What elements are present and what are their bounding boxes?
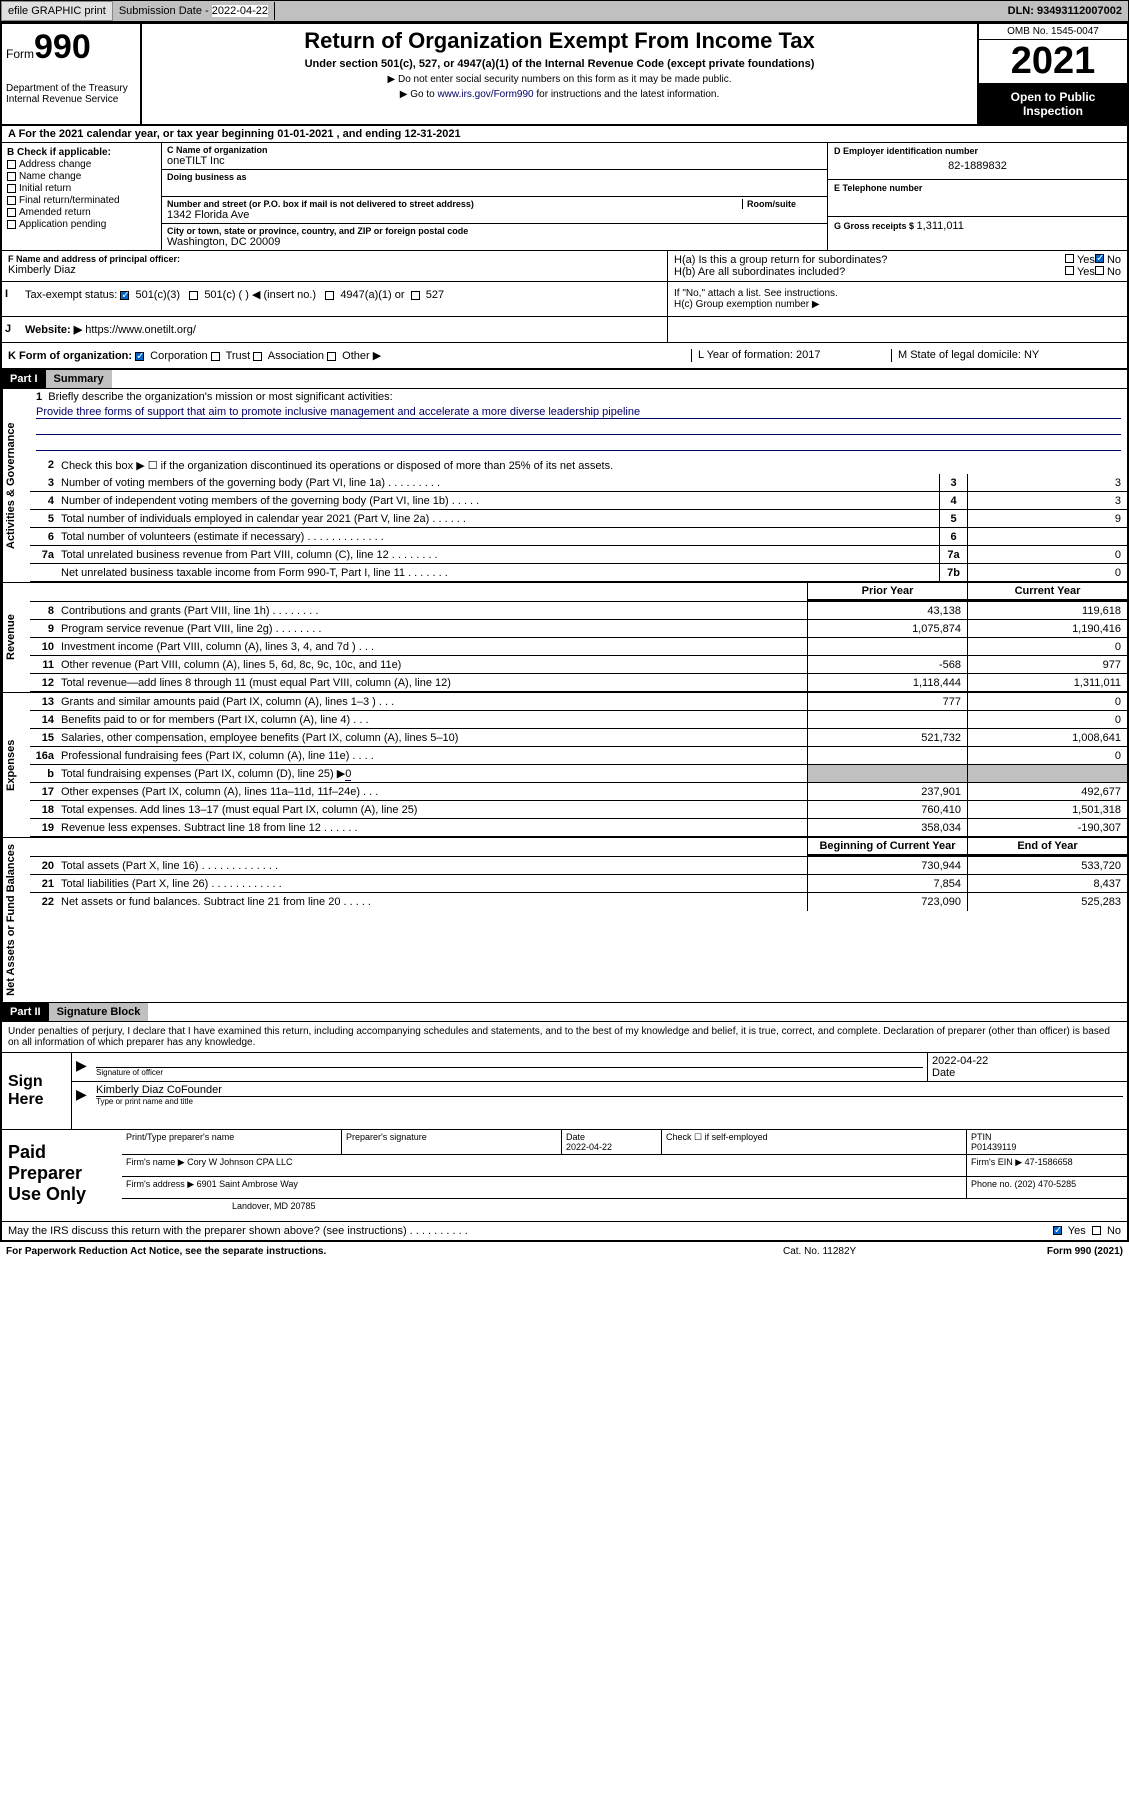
firm-name: Cory W Johnson CPA LLC bbox=[187, 1157, 292, 1167]
tax-year-line: A For the 2021 calendar year, or tax yea… bbox=[2, 126, 1127, 143]
form-title: Return of Organization Exempt From Incom… bbox=[152, 28, 967, 54]
row-i: I Tax-exempt status: 501(c)(3) 501(c) ( … bbox=[2, 282, 1127, 317]
chk-discuss-yes[interactable] bbox=[1053, 1226, 1062, 1235]
sign-here: Sign Here ▶ Signature of officer 2022-04… bbox=[2, 1052, 1127, 1129]
form-note-2: ▶ Go to www.irs.gov/Form990 for instruct… bbox=[152, 89, 967, 100]
chk-hb-yes[interactable] bbox=[1065, 266, 1074, 275]
row-f-h: F Name and address of principal officer:… bbox=[2, 251, 1127, 282]
chk-527[interactable] bbox=[411, 291, 420, 300]
chk-assoc[interactable] bbox=[253, 352, 262, 361]
chk-ha-no[interactable] bbox=[1095, 254, 1104, 263]
form-id-box: Form990 Department of the Treasury Inter… bbox=[2, 24, 142, 124]
chk-501c[interactable] bbox=[189, 291, 198, 300]
efile-print[interactable]: efile GRAPHIC print bbox=[1, 1, 113, 21]
discuss-with-preparer: May the IRS discuss this return with the… bbox=[2, 1221, 1127, 1240]
col-b-checkboxes: B Check if applicable: Address change Na… bbox=[2, 143, 162, 250]
activities-governance: Activities & Governance 1 Briefly descri… bbox=[2, 389, 1127, 582]
gross-receipts: 1,311,011 bbox=[917, 220, 964, 232]
chk-final-return[interactable] bbox=[7, 196, 16, 205]
org-address: 1342 Florida Ave bbox=[167, 209, 822, 221]
form-990: Form990 Department of the Treasury Inter… bbox=[0, 22, 1129, 1242]
expenses: Expenses 13Grants and similar amounts pa… bbox=[2, 692, 1127, 837]
chk-4947[interactable] bbox=[325, 291, 334, 300]
chk-initial-return[interactable] bbox=[7, 184, 16, 193]
chk-hb-no[interactable] bbox=[1095, 266, 1104, 275]
col-c-org: C Name of organization oneTILT Inc Doing… bbox=[162, 143, 827, 250]
officer-name: Kimberly Diaz CoFounder bbox=[96, 1084, 1123, 1096]
topbar: efile GRAPHIC print Submission Date - 20… bbox=[0, 0, 1129, 22]
line-1: 1 Briefly describe the organization's mi… bbox=[30, 389, 1127, 456]
dept-treasury: Department of the Treasury Internal Reve… bbox=[6, 83, 136, 105]
row-k: K Form of organization: Corporation Trus… bbox=[2, 343, 1127, 370]
chk-name-change[interactable] bbox=[7, 172, 16, 181]
chk-trust[interactable] bbox=[211, 352, 220, 361]
paid-preparer: Paid Preparer Use Only Print/Type prepar… bbox=[2, 1129, 1127, 1221]
part-2-header: Part IISignature Block bbox=[2, 1003, 1127, 1022]
form-year-box: OMB No. 1545-0047 2021 Open to Public In… bbox=[977, 24, 1127, 124]
part-1-header: Part ISummary bbox=[2, 370, 1127, 389]
chk-corp[interactable] bbox=[135, 352, 144, 361]
chk-amended[interactable] bbox=[7, 208, 16, 217]
org-city: Washington, DC 20009 bbox=[167, 236, 822, 248]
form-note-1: ▶ Do not enter social security numbers o… bbox=[152, 74, 967, 85]
page-footer: For Paperwork Reduction Act Notice, see … bbox=[0, 1242, 1129, 1261]
net-assets: Net Assets or Fund Balances Beginning of… bbox=[2, 837, 1127, 1003]
chk-501c3[interactable] bbox=[120, 291, 129, 300]
website: https://www.onetilt.org/ bbox=[85, 324, 196, 336]
year-formation: L Year of formation: 2017 bbox=[691, 349, 891, 362]
omb-number: OMB No. 1545-0047 bbox=[979, 24, 1127, 40]
open-inspection: Open to Public Inspection bbox=[979, 84, 1127, 124]
state-domicile: M State of legal domicile: NY bbox=[891, 349, 1121, 362]
ein: 82-1889832 bbox=[834, 156, 1121, 176]
org-name: oneTILT Inc bbox=[167, 155, 822, 167]
col-d-right: D Employer identification number 82-1889… bbox=[827, 143, 1127, 250]
chk-discuss-no[interactable] bbox=[1092, 1226, 1101, 1235]
form-subtitle: Under section 501(c), 527, or 4947(a)(1)… bbox=[152, 58, 967, 70]
tax-year: 2021 bbox=[979, 40, 1127, 84]
chk-other[interactable] bbox=[327, 352, 336, 361]
dln: DLN: 93493112007002 bbox=[1002, 2, 1128, 20]
revenue: Revenue Prior YearCurrent Year 8Contribu… bbox=[2, 582, 1127, 692]
chk-app-pending[interactable] bbox=[7, 220, 16, 229]
chk-ha-yes[interactable] bbox=[1065, 254, 1074, 263]
info-block: B Check if applicable: Address change Na… bbox=[2, 143, 1127, 251]
chk-address-change[interactable] bbox=[7, 160, 16, 169]
form-title-box: Return of Organization Exempt From Incom… bbox=[142, 24, 977, 124]
principal-officer: Kimberly Diaz bbox=[8, 264, 661, 276]
irs-link[interactable]: www.irs.gov/Form990 bbox=[437, 89, 533, 100]
submission-date-label: Submission Date - 2022-04-22 bbox=[113, 2, 275, 20]
perjury-declaration: Under penalties of perjury, I declare th… bbox=[2, 1022, 1127, 1052]
form-header: Form990 Department of the Treasury Inter… bbox=[2, 24, 1127, 126]
row-j: J Website: ▶ https://www.onetilt.org/ bbox=[2, 317, 1127, 343]
